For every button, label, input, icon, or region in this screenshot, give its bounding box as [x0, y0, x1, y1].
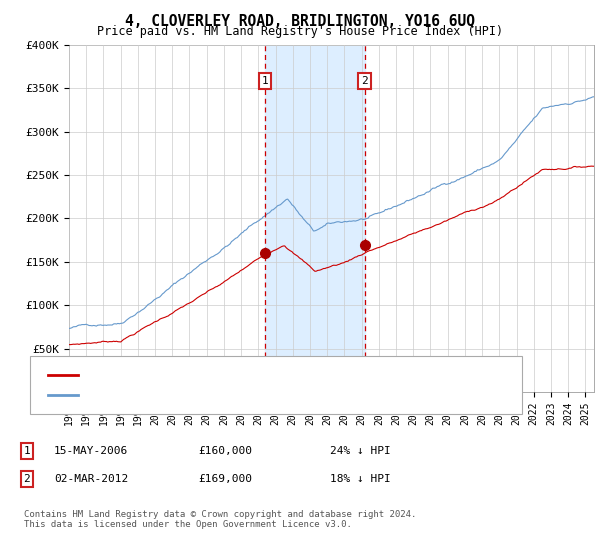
Text: £169,000: £169,000 [198, 474, 252, 484]
Text: Price paid vs. HM Land Registry's House Price Index (HPI): Price paid vs. HM Land Registry's House … [97, 25, 503, 38]
Text: 18% ↓ HPI: 18% ↓ HPI [330, 474, 391, 484]
Text: 24% ↓ HPI: 24% ↓ HPI [330, 446, 391, 456]
Text: 02-MAR-2012: 02-MAR-2012 [54, 474, 128, 484]
Text: 4, CLOVERLEY ROAD, BRIDLINGTON, YO16 6UQ (detached house): 4, CLOVERLEY ROAD, BRIDLINGTON, YO16 6UQ… [84, 370, 419, 380]
Text: 2: 2 [361, 76, 368, 86]
Text: 2: 2 [23, 474, 31, 484]
Text: 1: 1 [23, 446, 31, 456]
Text: 15-MAY-2006: 15-MAY-2006 [54, 446, 128, 456]
Text: 4, CLOVERLEY ROAD, BRIDLINGTON, YO16 6UQ: 4, CLOVERLEY ROAD, BRIDLINGTON, YO16 6UQ [125, 14, 475, 29]
Text: HPI: Average price, detached house, East Riding of Yorkshire: HPI: Average price, detached house, East… [84, 390, 437, 400]
Bar [265, 45, 365, 392]
Text: Contains HM Land Registry data © Crown copyright and database right 2024.
This d: Contains HM Land Registry data © Crown c… [24, 510, 416, 529]
Text: £160,000: £160,000 [198, 446, 252, 456]
Text: 1: 1 [262, 76, 268, 86]
